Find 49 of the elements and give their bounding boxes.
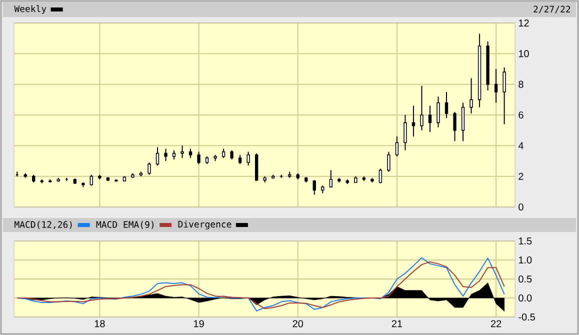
x-tick-label: 18 — [94, 320, 105, 328]
x-tick-label: 22 — [491, 320, 502, 328]
candlestick — [222, 148, 226, 158]
legend-label: MACD EMA(9) — [96, 221, 154, 229]
y-tick-label: 12 — [518, 20, 529, 26]
candlestick — [404, 114, 407, 151]
candlestick — [502, 66, 506, 125]
candlestick — [453, 111, 456, 142]
candlestick — [90, 174, 94, 186]
candlestick — [148, 162, 151, 176]
candlestick — [436, 96, 440, 128]
candlestick — [238, 154, 242, 165]
y-tick-label: -0.5 — [518, 313, 535, 321]
candlestick — [180, 145, 184, 158]
y-tick-label: 4 — [518, 142, 524, 150]
candlestick — [164, 148, 168, 162]
candlestick — [387, 151, 390, 172]
candlestick — [312, 180, 316, 196]
candlestick — [470, 78, 473, 114]
legend-label: MACD(12,26) — [14, 220, 72, 230]
legend-label: Weekly — [14, 5, 46, 14]
x-tick-label: 21 — [392, 320, 402, 328]
y-tick-label: 1.5 — [518, 238, 532, 244]
candlestick — [197, 151, 200, 165]
candlestick — [444, 91, 448, 119]
candlestick — [156, 146, 160, 166]
y-tick-label: 0.0 — [518, 294, 532, 302]
y-tick-label: 0 — [518, 203, 524, 211]
text: 2/27/22 — [534, 6, 570, 14]
y-tick-label: 0.5 — [518, 275, 532, 283]
candlestick — [428, 105, 432, 132]
x-tick-label: 19 — [194, 320, 204, 328]
legend-label: Divergence — [178, 220, 232, 230]
candlestick — [395, 136, 399, 157]
y-tick-label: 6 — [518, 111, 524, 119]
candlestick — [230, 150, 234, 160]
y-tick-label: 8 — [518, 80, 524, 88]
candlestick — [188, 148, 192, 158]
candlestick — [461, 102, 465, 142]
x-tick-label: 20 — [292, 320, 304, 328]
candlestick — [246, 151, 250, 166]
y-tick-label: 2 — [518, 172, 524, 180]
y-tick-label: 10 — [518, 50, 529, 58]
candlestick — [494, 68, 498, 104]
candlestick — [420, 85, 424, 131]
candlestick — [329, 170, 332, 188]
y-tick-label: 1.0 — [518, 256, 532, 264]
candlestick — [378, 168, 382, 184]
candlestick — [172, 150, 176, 160]
